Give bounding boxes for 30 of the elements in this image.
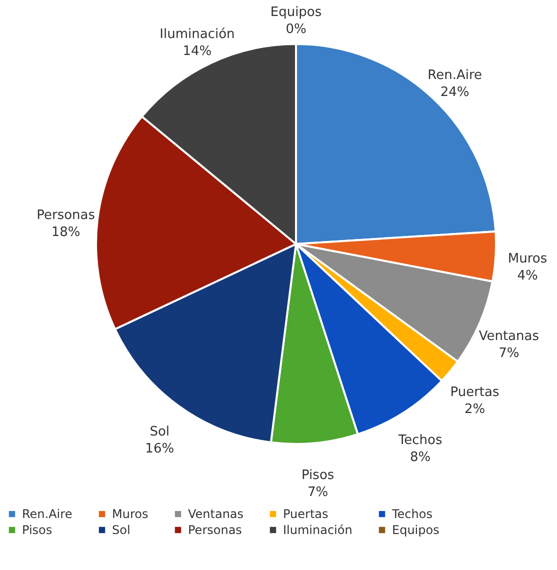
data-label: 8% [410,450,431,465]
data-label: 7% [498,346,520,362]
slice-label: Iluminación [160,27,235,42]
category-label: Equipos [270,5,322,20]
slice-label: Puertas [450,384,500,400]
legend-label: Ventanas [188,507,244,522]
legend-label: Personas [188,523,242,537]
data-label: 4% [517,268,538,284]
data-label: 16% [145,442,174,457]
data-label: 2% [464,402,486,417]
slice-label: Ventanas [478,329,540,344]
slice-label: Techos [397,432,442,448]
data-label: 14% [182,44,212,60]
slice-label: Ren.Aire [428,68,482,83]
slice-label: Muros [508,252,548,267]
data-label: 24% [440,84,470,100]
legend-label: Sol [112,523,130,537]
data-label: 18% [51,224,80,240]
legend-label: Muros [112,507,148,522]
legend-label: Ren.Aire [22,507,72,522]
slice-label: Pisos [301,468,334,483]
legend-label: Pisos [22,523,52,537]
slice-label: Personas [36,208,96,223]
legend-label: Iluminación [283,523,352,537]
legend-label: Puertas [283,507,328,522]
legend-label: Equipos [392,523,440,537]
slice-label: Sol [150,424,170,440]
data-label: 7% [308,484,328,500]
text: 0% [286,22,306,37]
legend-label: Techos [391,507,432,522]
